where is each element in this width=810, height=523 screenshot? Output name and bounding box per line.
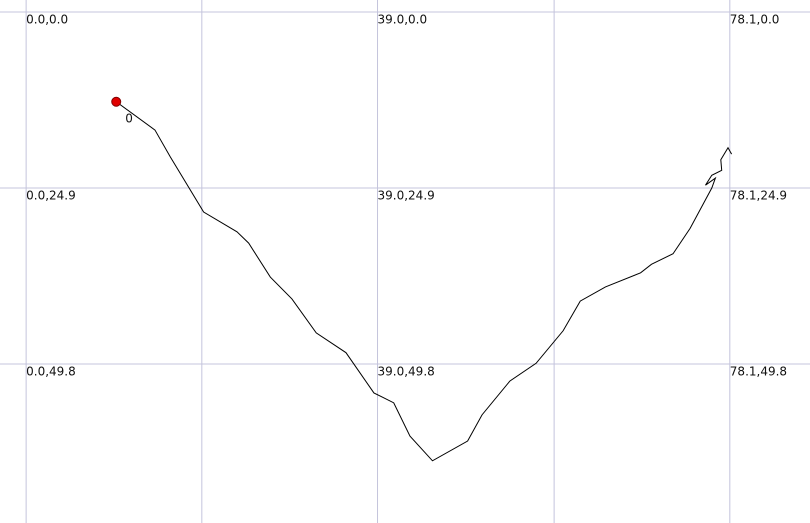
- grid-label: 39.0,0.0: [378, 13, 428, 27]
- grid-label: 0.0,0.0: [26, 13, 68, 27]
- grid-label: 39.0,49.8: [378, 364, 435, 378]
- grid-label: 39.0,24.9: [378, 188, 435, 202]
- grid-label: 78.1,0.0: [730, 13, 780, 27]
- grid-label: 78.1,49.8: [730, 364, 787, 378]
- start-marker: [111, 96, 122, 107]
- grid-label: 78.1,24.9: [730, 188, 787, 202]
- grid-label: 0.0,24.9: [26, 188, 76, 202]
- track-line: [115, 101, 733, 462]
- start-label: 0: [125, 111, 133, 125]
- grid-label: 0.0,49.8: [26, 364, 76, 378]
